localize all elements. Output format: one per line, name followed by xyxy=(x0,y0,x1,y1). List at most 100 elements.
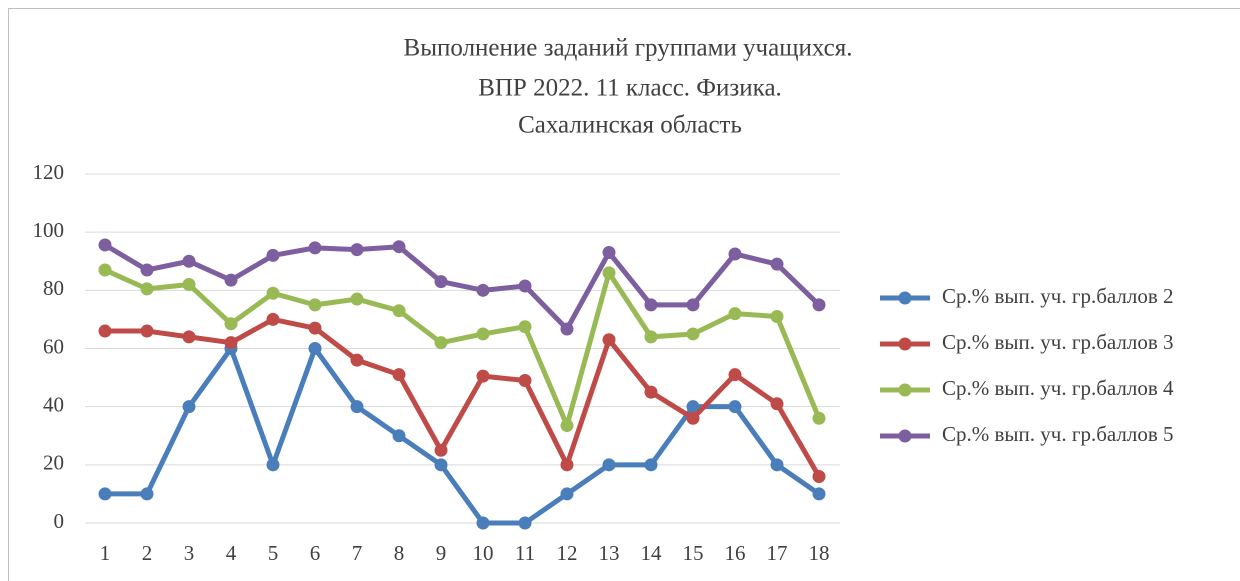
data-point xyxy=(392,304,406,318)
x-tick-label: 8 xyxy=(394,541,405,565)
x-tick-label: 7 xyxy=(352,541,363,565)
data-point xyxy=(560,322,574,336)
data-point xyxy=(224,336,238,350)
data-point xyxy=(728,400,742,414)
data-point xyxy=(392,240,406,254)
legend-marker xyxy=(898,383,912,397)
data-point xyxy=(602,458,616,472)
legend-label: Ср.% вып. уч. гр.баллов 2 xyxy=(942,284,1174,308)
x-tick-label: 13 xyxy=(599,541,620,565)
y-tick-label: 60 xyxy=(43,334,64,358)
data-point xyxy=(350,243,364,257)
x-tick-label: 9 xyxy=(436,541,447,565)
y-tick-label: 80 xyxy=(43,276,64,300)
data-point xyxy=(140,263,154,277)
data-point xyxy=(770,458,784,472)
data-point xyxy=(812,487,826,501)
x-tick-label: 12 xyxy=(557,541,578,565)
data-point xyxy=(728,247,742,261)
x-tick-label: 16 xyxy=(725,541,746,565)
data-point xyxy=(140,282,154,296)
y-tick-label: 120 xyxy=(33,160,65,184)
data-point xyxy=(812,469,826,483)
y-tick-label: 0 xyxy=(54,509,65,533)
data-point xyxy=(518,279,532,293)
x-tick-label: 14 xyxy=(641,541,663,565)
series-line xyxy=(103,267,822,429)
data-point xyxy=(476,283,490,297)
data-point xyxy=(770,257,784,271)
data-point xyxy=(644,458,658,472)
legend-marker xyxy=(898,337,912,351)
data-point xyxy=(350,292,364,306)
data-point xyxy=(686,327,700,341)
x-tick-label: 1 xyxy=(100,541,111,565)
data-point xyxy=(308,298,322,312)
x-tick-label: 10 xyxy=(473,541,494,565)
data-point xyxy=(812,298,826,312)
data-point xyxy=(182,330,196,344)
y-tick-label: 40 xyxy=(43,392,64,416)
data-point xyxy=(728,307,742,321)
data-point xyxy=(644,385,658,399)
chart-title: Сахалинская область xyxy=(518,112,742,139)
data-point xyxy=(560,419,574,433)
data-point xyxy=(560,487,574,501)
data-point xyxy=(350,400,364,414)
data-point xyxy=(98,263,112,277)
data-point xyxy=(518,320,532,334)
x-tick-label: 15 xyxy=(683,541,704,565)
data-point xyxy=(644,330,658,344)
data-point xyxy=(182,254,196,268)
data-point xyxy=(266,248,280,262)
data-point xyxy=(140,487,154,501)
data-point xyxy=(602,333,616,347)
data-point xyxy=(140,324,154,338)
data-point xyxy=(728,368,742,382)
data-point xyxy=(644,298,658,312)
series-line xyxy=(105,316,822,478)
chart-title: Выполнение заданий группами учащихся. xyxy=(404,35,853,62)
data-point xyxy=(392,368,406,382)
legend-label: Ср.% вып. уч. гр.баллов 5 xyxy=(942,422,1174,446)
data-point xyxy=(434,458,448,472)
x-tick-label: 2 xyxy=(142,541,153,565)
x-tick-label: 6 xyxy=(310,541,321,565)
chart-border xyxy=(8,8,1240,581)
x-tick-label: 17 xyxy=(767,541,788,565)
x-tick-label: 18 xyxy=(809,541,830,565)
data-point xyxy=(812,411,826,425)
x-tick-label: 5 xyxy=(268,541,279,565)
data-point xyxy=(224,317,238,331)
data-point xyxy=(98,324,112,338)
data-point xyxy=(308,342,322,355)
legend-marker xyxy=(898,291,912,305)
y-tick-label: 100 xyxy=(33,218,65,242)
legend-marker xyxy=(898,429,912,443)
data-point xyxy=(266,312,280,326)
data-point xyxy=(518,373,532,387)
data-point xyxy=(434,336,448,350)
data-point xyxy=(266,286,280,300)
data-point xyxy=(98,238,112,252)
data-point xyxy=(434,443,448,457)
y-tick-label: 20 xyxy=(43,451,64,475)
series-line xyxy=(105,346,821,526)
data-point xyxy=(182,400,196,414)
data-point xyxy=(350,353,364,367)
data-point xyxy=(518,516,532,530)
data-point xyxy=(476,516,490,530)
data-point xyxy=(182,278,196,292)
data-point xyxy=(98,487,112,501)
data-point xyxy=(476,327,490,341)
data-point xyxy=(392,429,406,443)
data-point xyxy=(686,411,700,425)
data-point xyxy=(602,266,616,280)
data-point xyxy=(686,400,700,414)
x-tick-label: 3 xyxy=(184,541,195,565)
series-line xyxy=(103,242,821,332)
data-point xyxy=(476,369,490,383)
chart-title: ВПР 2022. 11 класс. Физика. xyxy=(478,75,782,102)
data-point xyxy=(308,241,322,255)
data-point xyxy=(224,273,238,287)
